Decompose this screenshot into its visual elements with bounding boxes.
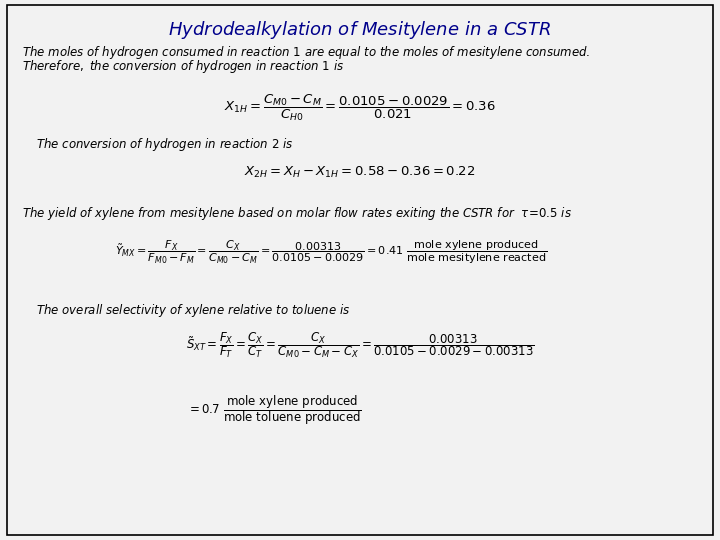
Text: $\mathit{The\ conversion\ of\ hydrogen\ in\ reaction\ 2\ is}$: $\mathit{The\ conversion\ of\ hydrogen\ … <box>36 136 294 153</box>
Text: $= 0.7\ \dfrac{\mathrm{mole\ xylene\ produced}}{\mathrm{mole\ toluene\ produced}: $= 0.7\ \dfrac{\mathrm{mole\ xylene\ pro… <box>187 393 362 427</box>
Text: $\tilde{S}_{XT} = \dfrac{F_{X}}{F_{T}} = \dfrac{C_{X}}{C_{T}} = \dfrac{C_{X}}{C_: $\tilde{S}_{XT} = \dfrac{F_{X}}{F_{T}} =… <box>186 330 534 360</box>
Text: $X_{2H} = X_{H} - X_{1H} = 0.58 - 0.36 = 0.22$: $X_{2H} = X_{H} - X_{1H} = 0.58 - 0.36 =… <box>244 165 476 180</box>
Text: $\mathit{The\ moles\ of\ hydrogen\ consumed\ in\ reaction\ 1\ are\ equal\ to\ th: $\mathit{The\ moles\ of\ hydrogen\ consu… <box>22 44 590 61</box>
Text: $\mathit{The\ yield\ of\ xylene\ from\ mesitylene\ based\ on\ molar\ flow\ rates: $\mathit{The\ yield\ of\ xylene\ from\ m… <box>22 205 572 222</box>
FancyBboxPatch shape <box>7 5 713 535</box>
Text: $X_{1H} = \dfrac{C_{M0} - C_{M}}{C_{H0}} = \dfrac{0.0105 - 0.0029}{0.021} = 0.36: $X_{1H} = \dfrac{C_{M0} - C_{M}}{C_{H0}}… <box>224 93 496 123</box>
Text: $\mathit{The\ overall\ selectivity\ of\ xylene\ relative\ to\ toluene\ is}$: $\mathit{The\ overall\ selectivity\ of\ … <box>36 302 351 319</box>
Text: $\tilde{Y}_{MX} = \dfrac{F_{X}}{F_{M0} - F_{M}} = \dfrac{C_{X}}{C_{M0} - C_{M}} : $\tilde{Y}_{MX} = \dfrac{F_{X}}{F_{M0} -… <box>115 239 547 266</box>
Text: $\mathbf{\mathit{Hydrodealkylation\ of\ Mesitylene\ in\ a\ CSTR}}$: $\mathbf{\mathit{Hydrodealkylation\ of\ … <box>168 19 552 41</box>
Text: $\mathit{Therefore,\ the\ conversion\ of\ hydrogen\ in\ reaction\ 1\ is}$: $\mathit{Therefore,\ the\ conversion\ of… <box>22 58 343 75</box>
